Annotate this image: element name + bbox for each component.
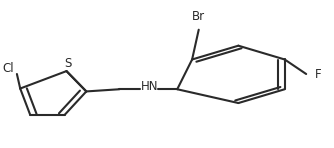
Text: S: S <box>64 57 72 70</box>
Text: Cl: Cl <box>3 62 14 75</box>
Text: Br: Br <box>192 10 205 23</box>
Text: F: F <box>314 67 321 81</box>
Text: HN: HN <box>140 80 158 93</box>
